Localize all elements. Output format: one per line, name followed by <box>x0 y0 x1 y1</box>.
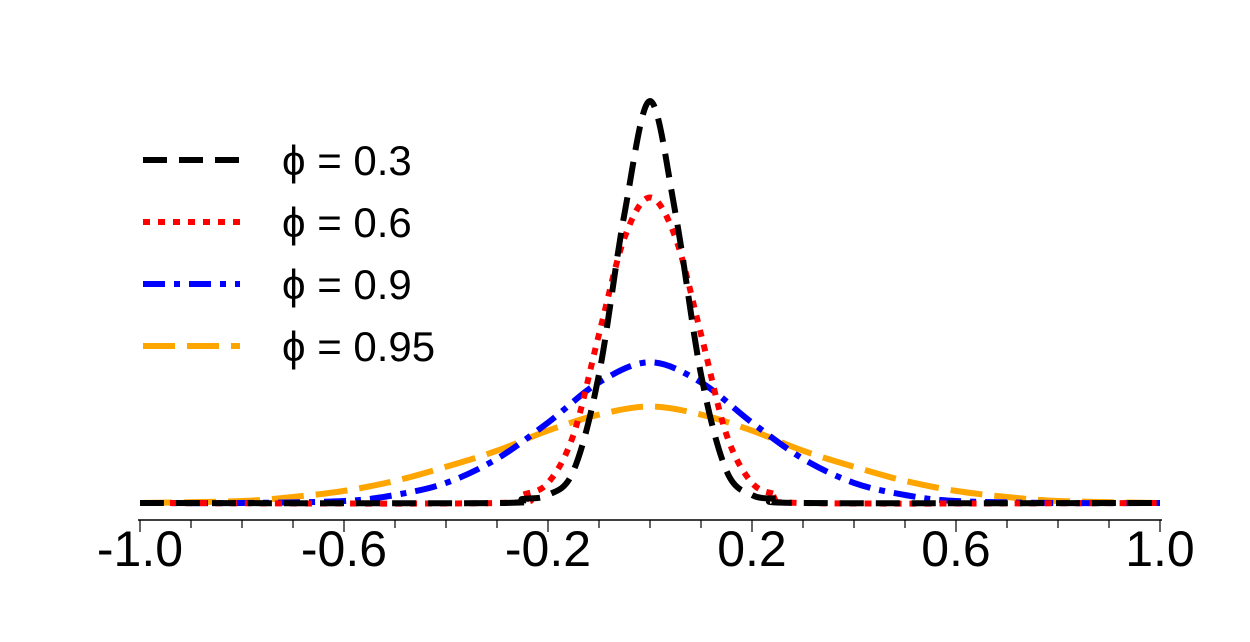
legend-label-2: ϕ = 0.9 <box>282 261 412 308</box>
x-tick-label: 0.2 <box>717 521 787 577</box>
series-line-2 <box>139 359 1161 507</box>
legend-label-3: ϕ = 0.95 <box>282 323 435 370</box>
legend-label-1: ϕ = 0.6 <box>282 199 412 246</box>
series-line-0 <box>139 97 1161 507</box>
x-tick-label: -0.6 <box>301 521 387 577</box>
x-tick-label: 0.6 <box>921 521 991 577</box>
legend: ϕ = 0.3 ϕ = 0.6 ϕ = 0.9 ϕ = 0.95 <box>143 137 435 370</box>
legend-label-0: ϕ = 0.3 <box>282 137 412 184</box>
series-line-3 <box>139 403 1161 506</box>
x-tick-label: 1.0 <box>1125 521 1195 577</box>
x-axis-ticks <box>139 520 1161 532</box>
x-tick-label: -1.0 <box>97 521 183 577</box>
x-tick-label: -0.2 <box>505 521 591 577</box>
x-axis-tick-labels: -1.0 -0.6 -0.2 0.2 0.6 1.0 <box>97 521 1195 577</box>
series-curves <box>139 97 1161 507</box>
